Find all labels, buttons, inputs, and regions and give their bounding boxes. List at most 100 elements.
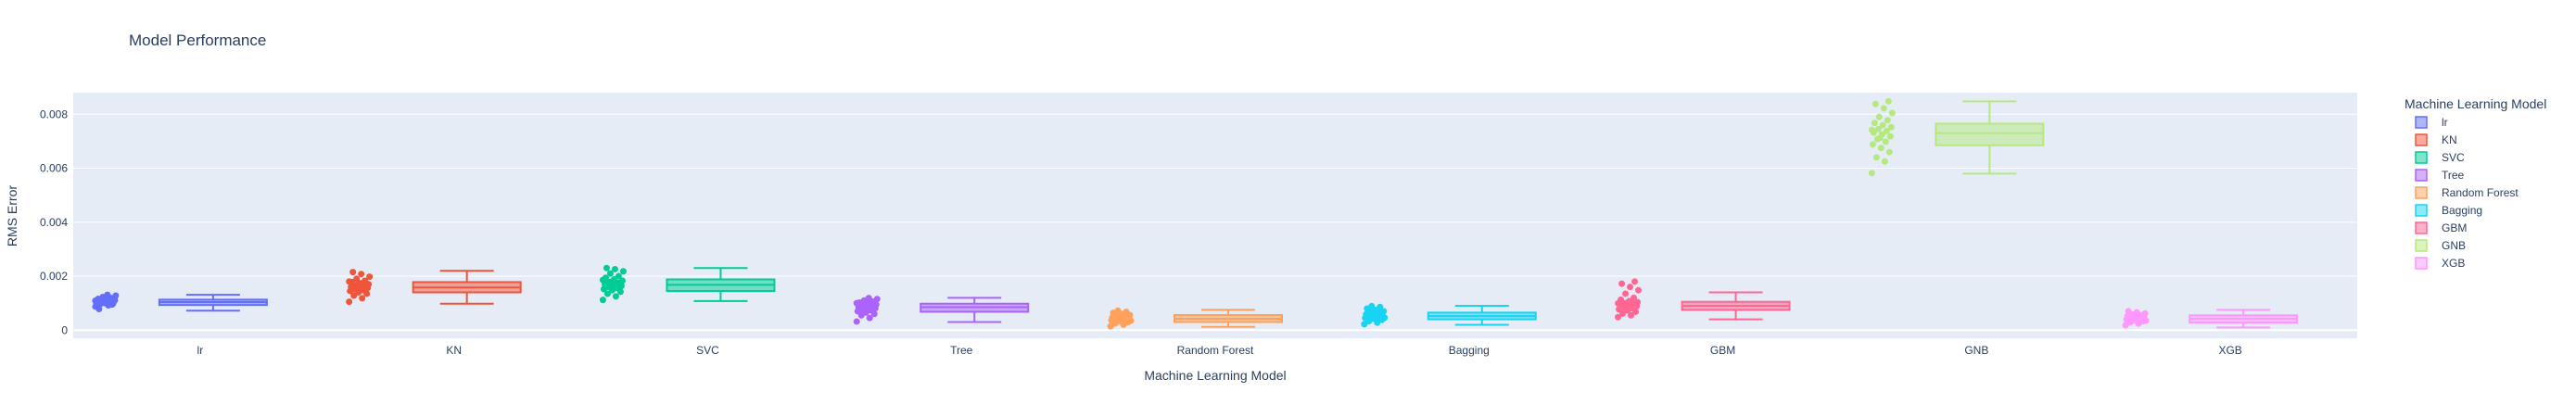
data-point (1885, 148, 1893, 156)
box-series (1107, 307, 1283, 330)
legend-item[interactable]: KN (2415, 133, 2457, 146)
data-point (1879, 121, 1886, 129)
data-point (1127, 317, 1135, 324)
data-point (112, 292, 120, 299)
data-point (2141, 310, 2149, 317)
data-point (1634, 298, 1642, 306)
legend-label: Tree (2442, 169, 2465, 182)
legend-label: GBM (2442, 221, 2467, 234)
data-point (1876, 134, 1884, 142)
legend-item[interactable]: Tree (2415, 169, 2465, 182)
data-point (853, 318, 860, 325)
data-point (619, 268, 627, 275)
data-point (2122, 322, 2129, 329)
legend-item[interactable]: SVC (2415, 151, 2465, 164)
legend-label: SVC (2442, 151, 2465, 164)
data-point (1874, 125, 1882, 133)
data-point (366, 273, 374, 281)
data-point (1110, 313, 1118, 321)
box-series (1361, 302, 1537, 328)
y-axis-title: RMS Error (5, 185, 19, 246)
data-point (1361, 321, 1368, 328)
box-series (1615, 278, 1791, 321)
data-point (100, 299, 108, 307)
y-tick-label: 0.002 (40, 270, 68, 283)
data-point (1373, 312, 1380, 320)
data-point (1880, 105, 1887, 112)
data-point (599, 297, 606, 304)
y-tick-label: 0 (61, 323, 68, 336)
legend-label: Random Forest (2442, 186, 2519, 199)
data-point (359, 295, 366, 302)
legend-label: GNB (2442, 239, 2466, 252)
data-point (1626, 297, 1633, 305)
data-point (350, 292, 358, 299)
data-point (1635, 286, 1643, 294)
box-series (599, 264, 776, 304)
data-point (612, 293, 619, 300)
legend-item[interactable]: GNB (2415, 239, 2466, 252)
box-series (92, 291, 268, 313)
data-point (873, 296, 881, 303)
legend-swatch (2415, 151, 2428, 164)
legend-item[interactable]: lr (2415, 116, 2448, 129)
legend-swatch (2415, 221, 2428, 234)
data-point (1869, 141, 1876, 148)
data-point (362, 277, 369, 284)
box-series (346, 269, 522, 306)
data-point (362, 286, 370, 294)
legend-item[interactable]: Random Forest (2415, 186, 2519, 199)
data-point (358, 271, 365, 278)
legend-label: XGB (2442, 257, 2465, 270)
data-point (1868, 170, 1875, 177)
data-point (1871, 120, 1878, 127)
box-series (1868, 97, 2045, 177)
y-tick-label: 0.008 (40, 107, 68, 120)
data-point (354, 281, 362, 288)
data-point (1886, 133, 1894, 140)
legend[interactable]: lr KN SVC Tree Random Forest Bagging GBM GNB XGB (2415, 116, 2519, 270)
legend-item[interactable]: GBM (2415, 221, 2467, 234)
x-tick-label: SVC (696, 344, 719, 357)
data-point (1107, 322, 1114, 330)
data-point (1381, 314, 1389, 322)
data-point (1887, 123, 1895, 131)
data-point (1114, 307, 1122, 314)
data-point (1884, 117, 1891, 124)
data-point (1631, 278, 1639, 285)
data-point (615, 272, 622, 280)
data-point (1377, 308, 1385, 315)
data-point (1368, 302, 1376, 310)
data-point (1872, 154, 1880, 161)
x-tick-label: lr (197, 344, 204, 357)
data-point (603, 290, 611, 297)
data-point (1877, 145, 1884, 152)
data-point (1888, 109, 1896, 117)
data-point (92, 297, 99, 305)
data-point (1883, 127, 1890, 134)
legend-item[interactable]: XGB (2415, 257, 2465, 270)
data-point (1881, 158, 1888, 165)
data-point (615, 284, 623, 291)
legend-item[interactable]: Bagging (2415, 204, 2482, 217)
data-point (104, 291, 111, 298)
data-point (95, 306, 103, 313)
chart-title: Model Performance (129, 32, 266, 49)
legend-label: KN (2442, 133, 2457, 146)
legend-label: lr (2442, 116, 2448, 129)
data-point (2134, 312, 2141, 320)
y-tick-label: 0.004 (40, 216, 68, 229)
data-point (611, 265, 618, 272)
data-point (346, 278, 353, 285)
data-point (1628, 311, 1635, 319)
data-point (1618, 280, 1626, 287)
data-point (1627, 284, 1634, 291)
legend-swatch (2415, 169, 2428, 182)
data-point (2142, 317, 2150, 324)
legend-swatch (2415, 204, 2428, 217)
data-point (618, 277, 626, 284)
x-tick-label: XGB (2218, 344, 2241, 357)
data-point (1623, 303, 1631, 310)
data-point (861, 301, 869, 309)
